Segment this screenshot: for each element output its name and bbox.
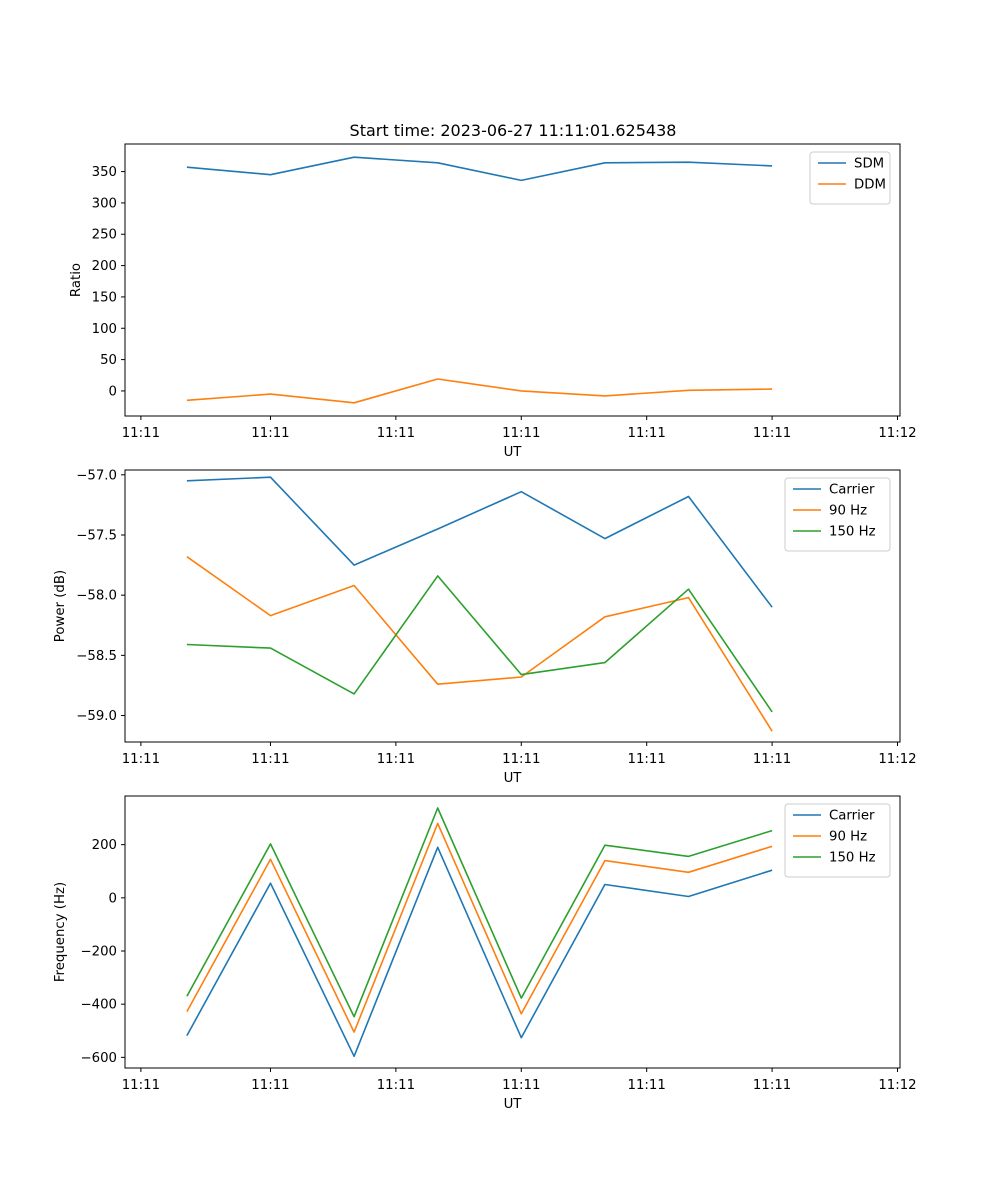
x-tick-label: 11:11	[753, 752, 791, 767]
y-tick-label: 50	[100, 353, 117, 368]
legend-label: 90 Hz	[829, 504, 867, 519]
y-axis-label: Power (dB)	[53, 570, 68, 642]
series-line-1	[186, 822, 773, 1033]
x-tick-label: 11:11	[122, 426, 160, 441]
series-line-0	[186, 846, 773, 1058]
series-line-2	[186, 575, 773, 713]
y-tick-label: 200	[92, 838, 117, 853]
series-line-0	[186, 156, 773, 182]
x-axis-label: UT	[504, 445, 523, 460]
y-tick-label: 350	[92, 165, 117, 180]
legend: Carrier 90 Hz 150 Hz	[784, 477, 891, 552]
y-tick-label: −59.0	[76, 709, 117, 724]
y-tick-label: −57.5	[76, 528, 117, 543]
x-tick-label: 11:11	[502, 1078, 540, 1093]
x-tick-label: 11:11	[628, 752, 666, 767]
x-axis-label: UT	[504, 1097, 523, 1112]
y-tick-label: 100	[92, 322, 117, 337]
y-tick-label: −58.5	[76, 649, 117, 664]
y-tick-label: 300	[92, 196, 117, 211]
x-tick-label: 11:11	[753, 1078, 791, 1093]
series-line-0	[186, 476, 773, 608]
legend-box	[784, 477, 891, 552]
y-tick-label: 150	[92, 290, 117, 305]
legend: Carrier 90 Hz 150 Hz	[784, 803, 891, 878]
ratio-plot: 11:11 11:11 11:11 11:11 11:11 11:11 11:12 0 50 10…	[69, 143, 917, 460]
y-tick-label: −600	[80, 1051, 117, 1066]
y-tick-label: −58.0	[76, 589, 117, 604]
legend-box	[809, 151, 891, 205]
x-tick-label: 11:11	[122, 1078, 160, 1093]
legend: SDM DDM	[809, 151, 891, 205]
x-tick-label: 11:11	[377, 752, 415, 767]
x-tick-label: 11:12	[878, 752, 916, 767]
legend-label: SDM	[854, 157, 884, 172]
frequency-plot: 11:11 11:11 11:11 11:11 11:11 11:11 11:12 −600 −…	[53, 795, 917, 1112]
y-axis-label: Ratio	[69, 263, 84, 297]
x-tick-label: 11:12	[878, 426, 916, 441]
y-tick-label: 200	[92, 259, 117, 274]
x-tick-label: 11:11	[502, 752, 540, 767]
figure-title: Start time: 2023-06-27 11:11:01.625438	[350, 121, 677, 140]
y-tick-label: 0	[109, 384, 117, 399]
axes-frame	[124, 795, 901, 1069]
legend-label: Carrier	[829, 483, 875, 498]
axes-frame	[124, 469, 901, 743]
x-tick-label: 11:11	[377, 1078, 415, 1093]
legend-label: 150 Hz	[829, 851, 876, 866]
x-tick-label: 11:11	[251, 426, 289, 441]
x-tick-label: 11:11	[122, 752, 160, 767]
series-line-2	[186, 807, 773, 1018]
legend-label: DDM	[854, 178, 886, 193]
x-tick-label: 11:11	[628, 1078, 666, 1093]
y-tick-label: 0	[109, 891, 117, 906]
x-tick-label: 11:11	[502, 426, 540, 441]
legend-label: Carrier	[829, 809, 875, 824]
legend-label: 150 Hz	[829, 525, 876, 540]
x-axis-label: UT	[504, 771, 523, 786]
y-axis-label: Frequency (Hz)	[53, 882, 68, 982]
x-tick-label: 11:11	[377, 426, 415, 441]
y-tick-label: 250	[92, 228, 117, 243]
legend-box	[784, 803, 891, 878]
legend-label: 90 Hz	[829, 830, 867, 845]
axes-frame	[124, 143, 901, 417]
y-tick-label: −57.0	[76, 468, 117, 483]
y-tick-label: −200	[80, 945, 117, 960]
series-line-1	[186, 378, 773, 404]
x-tick-label: 11:11	[628, 426, 666, 441]
power-plot: 11:11 11:11 11:11 11:11 11:11 11:11 11:12 −59.0…	[53, 468, 917, 786]
x-tick-label: 11:12	[878, 1078, 916, 1093]
y-tick-label: −400	[80, 998, 117, 1013]
x-tick-label: 11:11	[251, 752, 289, 767]
x-tick-label: 11:11	[251, 1078, 289, 1093]
x-tick-label: 11:11	[753, 426, 791, 441]
